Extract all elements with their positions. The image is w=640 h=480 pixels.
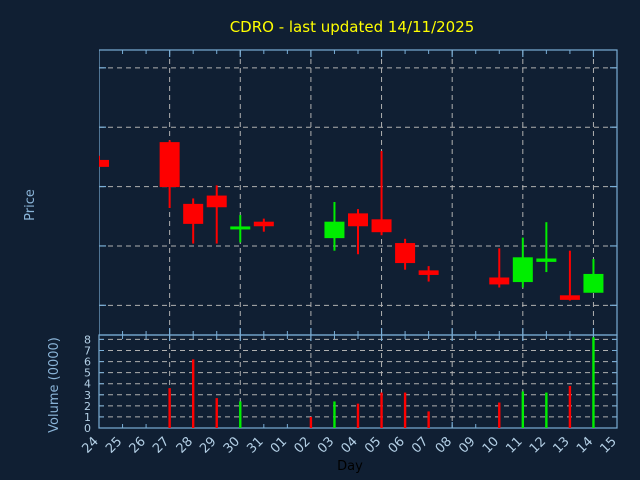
price-axis-label: Price [23,189,38,221]
x-axis-label: Day [337,459,363,474]
candle-body [206,195,227,208]
candlestick [371,150,392,236]
volume-tick-label: 0 [84,422,91,435]
candle-body [348,213,368,227]
candle-body [253,221,274,227]
candlestick [536,222,557,273]
candle-body [371,219,392,233]
candlestick [348,209,368,255]
price-panel: 7.46.96.45.95.4 [99,49,618,336]
candle-body [183,203,204,224]
candle-body [159,142,180,188]
x-axis-tick-labels: 24 25 26 27 28 29 30 31 01 02 03 04 05 06 07 08 09 10 11 12… [80,434,620,456]
candlestick [418,266,439,282]
chart-title: CDRO - last updated 14/11/2025 [230,18,475,36]
candle-body [324,221,345,239]
volume-tick-label: 4 [84,378,91,391]
volume-axis-label: Volume (0000) [47,337,62,433]
candlestick [324,202,345,251]
volume-tick-label: 1 [84,411,91,424]
volume-tick-label: 7 [84,345,91,358]
candle-body [395,243,416,264]
volume-tick-label: 3 [84,389,91,402]
candlestick [159,140,180,208]
candlestick [512,237,533,288]
candle-body [559,295,580,300]
candle-body [536,258,557,262]
candlestick [583,259,604,293]
volume-tick-label: 6 [84,356,91,369]
candle-body [489,277,510,285]
candlestick [99,155,109,167]
candlestick [183,198,204,244]
volume-tick-label: 5 [84,367,91,380]
candlestick [230,215,251,243]
candlestick [489,248,510,288]
candle-body [99,159,109,167]
candlestick [559,250,580,301]
candle-body [583,273,604,293]
candlestick [206,185,227,244]
candlestick [253,218,274,232]
volume-tick-label: 8 [84,333,91,346]
candle-body [512,257,533,283]
candle-body [230,226,251,230]
volume-tick-label: 2 [84,400,91,413]
candlestick [395,238,416,270]
candle-body [418,270,439,275]
